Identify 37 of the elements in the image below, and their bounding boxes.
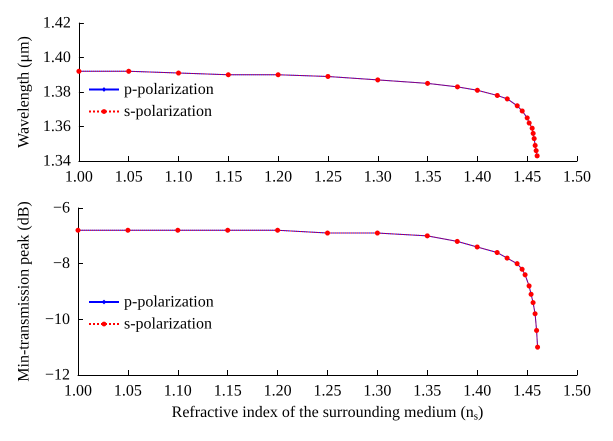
x-tick-label: 1.45 [513,168,542,186]
legend-label: s-polarization [124,316,212,332]
y-tick-label: −6 [52,200,70,216]
x-tick-label: 1.35 [413,382,442,400]
legend-label: p-polarization [124,81,214,98]
y-axis-title: Min-transmission peak (dB) [16,201,32,382]
y-tick-label: −8 [52,255,70,272]
x-tick-label: 1.10 [164,382,192,400]
y-tick-label: 1.42 [42,14,71,32]
x-tick-label: 1.05 [114,168,143,186]
y-tick-label: −12 [44,366,70,384]
legend-label: p-polarization [124,294,214,310]
x-tick-label: 1.15 [214,382,242,400]
x-tick-label: 1.20 [264,382,292,400]
x-tick-label: 1.50 [563,168,591,186]
x-tick-label: 1.35 [414,168,442,186]
x-tick-label: 1.30 [364,168,392,186]
y-tick-label: 1.38 [42,84,71,100]
y-tick-label: 1.40 [42,49,71,66]
x-tick-label: 1.50 [563,382,591,400]
x-tick-label: 1.05 [114,382,142,400]
y-tick-label: 1.36 [42,118,71,135]
legend-label: s-polarization [124,103,212,120]
x-tick-label: 1.45 [513,382,542,400]
x-tick-label: 1.30 [363,382,392,400]
y-tick-label: −10 [44,310,70,328]
x-tick-label: 1.40 [463,382,492,400]
x-tick-label: 1.15 [214,168,242,186]
x-tick-label: 1.00 [64,168,93,186]
x-tick-label: 1.25 [314,168,342,186]
x-tick-label: 1.10 [164,168,193,186]
x-tick-label: 1.40 [463,168,492,186]
x-tick-label: 1.20 [264,168,292,186]
y-tick-label: 1.34 [42,152,71,170]
y-axis-title: Wavelength (μm) [16,36,32,148]
x-tick-label: 1.00 [64,382,92,400]
x-tick-label: 1.25 [314,382,342,400]
